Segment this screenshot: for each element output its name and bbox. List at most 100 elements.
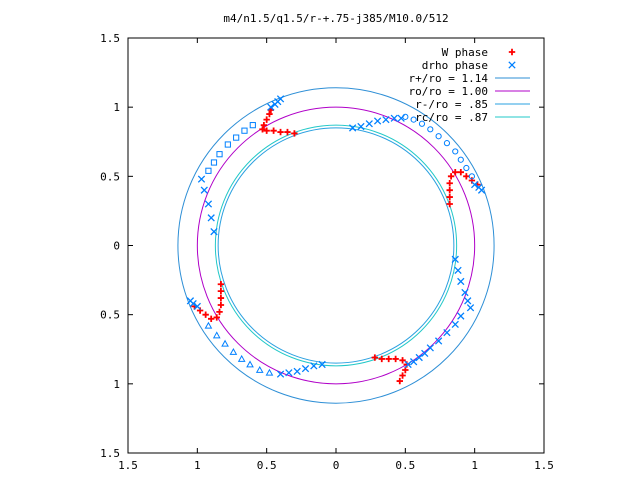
data-point <box>285 369 293 377</box>
x-tick-label: 1 <box>471 459 478 472</box>
legend-label: W phase <box>442 46 488 59</box>
data-point <box>237 354 246 362</box>
data-point <box>396 377 403 385</box>
data-point <box>451 320 459 329</box>
data-point <box>217 287 225 295</box>
data-point <box>186 297 195 305</box>
x-tick-label: 1 <box>194 459 201 472</box>
axis-ticks: 1.5 1 0.5 0 0.5 1 1.51.510.500.511.5 <box>100 32 554 472</box>
legend-label: r-/ro = .85 <box>415 98 488 111</box>
data-point <box>208 315 215 323</box>
data-point <box>446 193 453 201</box>
data-point <box>224 141 231 148</box>
data-point <box>293 367 301 376</box>
data-point <box>434 337 443 345</box>
chart-title: m4/n1.5/q1.5/r-+.75-j385/M10.0/512 <box>223 12 448 25</box>
data-point <box>410 116 417 123</box>
data-point <box>468 173 475 180</box>
reference-circle <box>214 124 458 367</box>
data-point <box>454 266 462 275</box>
data-point <box>435 133 442 140</box>
data-point <box>205 167 212 174</box>
data-point <box>399 372 406 379</box>
data-point <box>265 368 274 376</box>
y-tick-label: 1 <box>113 378 120 391</box>
reference-circle <box>196 106 476 385</box>
data-point <box>452 148 459 155</box>
data-point <box>399 357 406 364</box>
data-point <box>466 304 475 312</box>
y-tick-label: 1 <box>113 101 120 114</box>
data-point <box>392 355 399 363</box>
data-point <box>212 331 221 339</box>
data-point <box>404 360 412 369</box>
x-tick-label: 1.5 <box>534 459 554 472</box>
data-point <box>301 364 310 373</box>
data-point <box>457 168 464 176</box>
data-point <box>463 164 470 172</box>
x-tick-label: 0.5 <box>395 459 415 472</box>
data-point <box>463 173 470 180</box>
y-tick-label: 1.5 <box>100 32 120 45</box>
data-point <box>390 114 398 122</box>
legend-label: ro/ro = 1.00 <box>409 85 488 98</box>
legend-label: r+/ro = 1.14 <box>409 72 489 85</box>
data-point <box>266 110 273 118</box>
data-point <box>427 126 434 133</box>
data-point <box>217 281 225 288</box>
data-point <box>216 308 223 316</box>
data-point <box>213 314 220 321</box>
data-point <box>291 130 298 137</box>
data-point <box>464 297 472 305</box>
data-point <box>229 347 238 355</box>
data-point <box>471 180 479 189</box>
data-point <box>446 180 453 187</box>
data-point <box>457 156 464 163</box>
data-point <box>418 120 426 127</box>
data-point <box>348 124 357 132</box>
legend-label: rc/ro = .87 <box>415 111 488 124</box>
data-point <box>421 349 429 358</box>
data-point <box>443 328 451 337</box>
data-point <box>284 128 291 136</box>
data-point <box>452 168 459 176</box>
data-point <box>402 113 409 120</box>
data-point <box>443 140 451 147</box>
data-point <box>249 122 256 129</box>
data-point <box>365 120 373 128</box>
data-point <box>217 301 225 309</box>
y-tick-label: 0 <box>113 240 120 253</box>
data-point <box>260 121 268 129</box>
data-point <box>310 362 318 370</box>
data-point <box>446 186 453 194</box>
data-point <box>204 200 213 208</box>
legend-marker <box>508 48 516 56</box>
data-point <box>451 255 459 263</box>
data-point <box>378 355 385 363</box>
data-point <box>446 200 453 208</box>
reference-circles <box>177 87 495 404</box>
data-point <box>415 353 423 362</box>
y-tick-label: 0.5 <box>100 309 120 322</box>
x-tick-label: 1.5 <box>118 459 138 472</box>
data-point <box>357 122 365 131</box>
data-point <box>241 127 248 134</box>
data-point <box>204 321 213 329</box>
data-point <box>200 186 208 194</box>
data-point <box>373 117 382 125</box>
data-point <box>477 186 486 194</box>
data-point <box>202 311 209 318</box>
x-tick-label: 0 <box>333 459 340 472</box>
data-point <box>267 103 275 111</box>
data-point <box>371 354 379 361</box>
data-point <box>270 127 277 134</box>
data-point <box>210 228 218 236</box>
data-point <box>457 277 465 286</box>
y-tick-label: 0.5 <box>100 170 120 183</box>
data-point <box>217 294 225 302</box>
data-point <box>277 128 284 136</box>
data-point <box>263 116 270 123</box>
data-point <box>457 312 465 320</box>
